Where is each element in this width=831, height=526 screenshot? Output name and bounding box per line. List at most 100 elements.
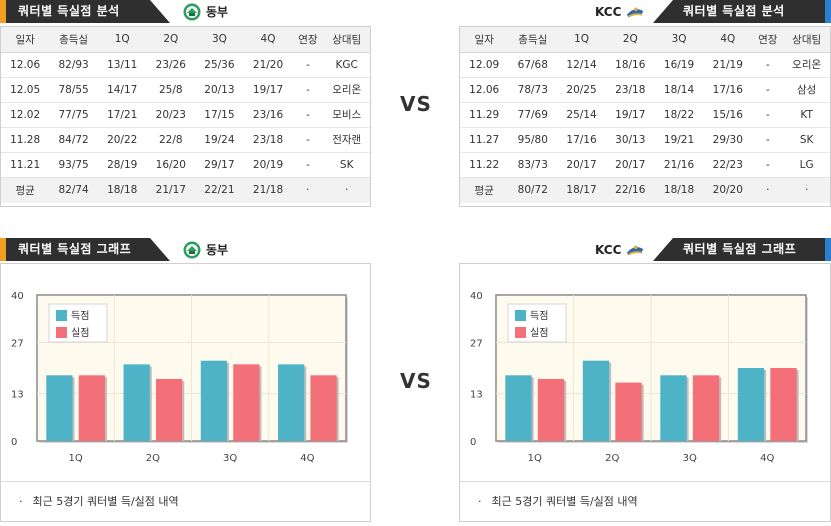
- left-chart-bar-allowed: [233, 364, 260, 441]
- right-table-cell: 21/19: [703, 52, 753, 78]
- right-chart-y-tick-label: 40: [470, 291, 483, 302]
- left-team-label-graph: 동부: [183, 238, 228, 261]
- right-average-cell: ·: [752, 177, 784, 203]
- right-col-header: 연장: [752, 27, 784, 53]
- right-team-label-graph: KCC: [595, 238, 644, 261]
- right-table-cell: 삼성: [783, 77, 830, 103]
- right-table-cell: 18/22: [654, 102, 704, 128]
- left-average-cell: 22/21: [195, 177, 244, 203]
- left-chart-y-tick-label: 40: [11, 291, 24, 302]
- left-col-header: 3Q: [195, 27, 244, 53]
- right-table-cell: 22/23: [703, 152, 753, 178]
- left-chart-x-tick-label: 4Q: [300, 453, 314, 464]
- left-average-cell: 21/18: [243, 177, 293, 203]
- left-table-cell: 93/75: [49, 152, 98, 178]
- left-average-cell: 21/17: [146, 177, 196, 203]
- right-chart-legend-swatch: [515, 327, 526, 338]
- right-average-cell: 평균: [460, 177, 509, 203]
- right-chart-y-tick-label: 27: [470, 338, 483, 349]
- left-chart-y-tick-label: 0: [11, 437, 17, 448]
- left-table-cell: 12.06: [1, 52, 50, 78]
- left-table-cell: 오리온: [323, 77, 370, 103]
- right-chart-bar-allowed: [615, 382, 642, 441]
- left-chart-x-tick-label: 3Q: [223, 453, 237, 464]
- left-chart-bar-allowed: [155, 378, 183, 441]
- left-table-average-row: 평균 82/74 18/18 21/17 22/21 21/18 · ·: [1, 177, 370, 203]
- right-table-cell: -: [752, 127, 784, 153]
- left-average-cell: ·: [292, 177, 324, 203]
- left-table-cell: 21/20: [243, 52, 293, 78]
- right-table-cell: 15/16: [703, 102, 753, 128]
- left-table-cell: 82/93: [49, 52, 98, 78]
- right-table-cell: 17/16: [703, 77, 753, 103]
- right-chart-bar-scored: [582, 360, 610, 441]
- right-table-cell: 25/14: [557, 102, 606, 128]
- right-table-cell: 11.29: [460, 102, 509, 128]
- left-table-cell: 17/15: [195, 102, 244, 128]
- left-chart-legend-label: 실점: [71, 327, 89, 339]
- left-table-cell: -: [292, 52, 324, 78]
- right-col-header: 4Q: [703, 27, 753, 53]
- right-table-cell: 12.06: [460, 77, 509, 103]
- right-table-cell: 83/73: [508, 152, 558, 178]
- left-chart-y-tick-label: 13: [11, 390, 24, 401]
- left-col-header: 4Q: [243, 27, 293, 53]
- left-quarter-table: 일자 총득실 1Q 2Q 3Q 4Q 연장 상대팀 12.06 82/93 13/11 23/26 2…: [0, 26, 371, 207]
- kcc-logo-icon: [627, 245, 644, 255]
- left-table-row: 11.28 84/72 20/22 22/8 19/24 23/18- 전자랜: [1, 127, 370, 153]
- left-team-name: 동부: [206, 5, 229, 19]
- right-quarter-table: 일자 총득실 1Q 2Q 3Q 4Q 연장 상대팀 12.09 67/68 12/14 18/16 1…: [459, 26, 831, 207]
- left-table-cell: -: [292, 127, 324, 153]
- left-graph-header: 쿼터별 득실점 그래프 동부: [0, 238, 371, 261]
- left-table-row: 12.05 78/55 14/17 25/8 20/13 19/17- 오리온: [1, 77, 370, 103]
- right-col-header: 2Q: [605, 27, 655, 53]
- left-quarter-chart-panel: 0 13 27 40 1Q 2Q 3Q 4Q 득점 실점 · 최근 5경기 쿼터별 득/실점 내역: [0, 263, 371, 522]
- right-graph-title: 쿼터별 득실점 그래프: [653, 238, 831, 261]
- right-chart-x-tick-label: 3Q: [683, 453, 697, 464]
- left-col-header: 상대팀: [323, 27, 370, 53]
- right-table-header-row: 일자 총득실 1Q 2Q 3Q 4Q 연장 상대팀: [460, 27, 830, 53]
- left-table-cell: 23/18: [243, 127, 293, 153]
- right-chart-y-tick-label: 13: [470, 390, 483, 401]
- left-table-cell: 14/17: [97, 77, 147, 103]
- right-average-cell: 20/20: [703, 177, 753, 203]
- left-col-header: 총득실: [49, 27, 98, 53]
- right-chart-bar-allowed: [537, 378, 565, 441]
- left-average-cell: ·: [323, 177, 370, 203]
- left-table-cell: 23/26: [146, 52, 196, 78]
- left-analysis-header: 쿼터별 득실점 분석 동부: [0, 0, 371, 23]
- left-chart-note: · 최근 5경기 쿼터별 득/실점 내역: [1, 481, 370, 521]
- right-table-cell: 77/69: [508, 102, 558, 128]
- left-table-cell: 13/11: [97, 52, 147, 78]
- left-table-cell: 17/21: [97, 102, 147, 128]
- left-table-cell: 78/55: [49, 77, 98, 103]
- right-col-header: 상대팀: [783, 27, 830, 53]
- right-table-cell: SK: [783, 127, 830, 153]
- left-table-cell: 전자랜: [323, 127, 370, 153]
- right-chart-x-tick-label: 2Q: [605, 453, 619, 464]
- left-table-cell: 29/17: [195, 152, 244, 178]
- right-table-cell: 16/19: [654, 52, 704, 78]
- left-table-cell: 12.02: [1, 102, 50, 128]
- right-col-header: 1Q: [557, 27, 606, 53]
- right-chart-legend-label: 실점: [530, 327, 548, 339]
- left-table-cell: -: [292, 102, 324, 128]
- right-table-cell: 오리온: [783, 52, 830, 78]
- right-average-cell: 22/16: [605, 177, 655, 203]
- right-table-cell: 19/17: [605, 102, 655, 128]
- left-table-cell: 모비스: [323, 102, 370, 128]
- left-table-cell: 12.05: [1, 77, 50, 103]
- right-table-average-row: 평균 80/72 18/17 22/16 18/18 20/20 · ·: [460, 177, 830, 203]
- left-chart-note-text: 최근 5경기 쿼터별 득/실점 내역: [32, 495, 179, 508]
- left-chart-bar-scored: [46, 375, 73, 441]
- left-table-cell: -: [292, 77, 324, 103]
- right-table-cell: 18/14: [654, 77, 704, 103]
- right-chart-legend-label: 득점: [530, 310, 548, 322]
- right-table-cell: -: [752, 152, 784, 178]
- left-table-cell: 20/19: [243, 152, 293, 178]
- left-average-cell: 82/74: [49, 177, 98, 203]
- left-table-cell: 19/24: [195, 127, 244, 153]
- right-table-cell: 17/16: [557, 127, 606, 153]
- dongbu-logo-icon: [183, 3, 201, 20]
- right-average-cell: 18/18: [654, 177, 704, 203]
